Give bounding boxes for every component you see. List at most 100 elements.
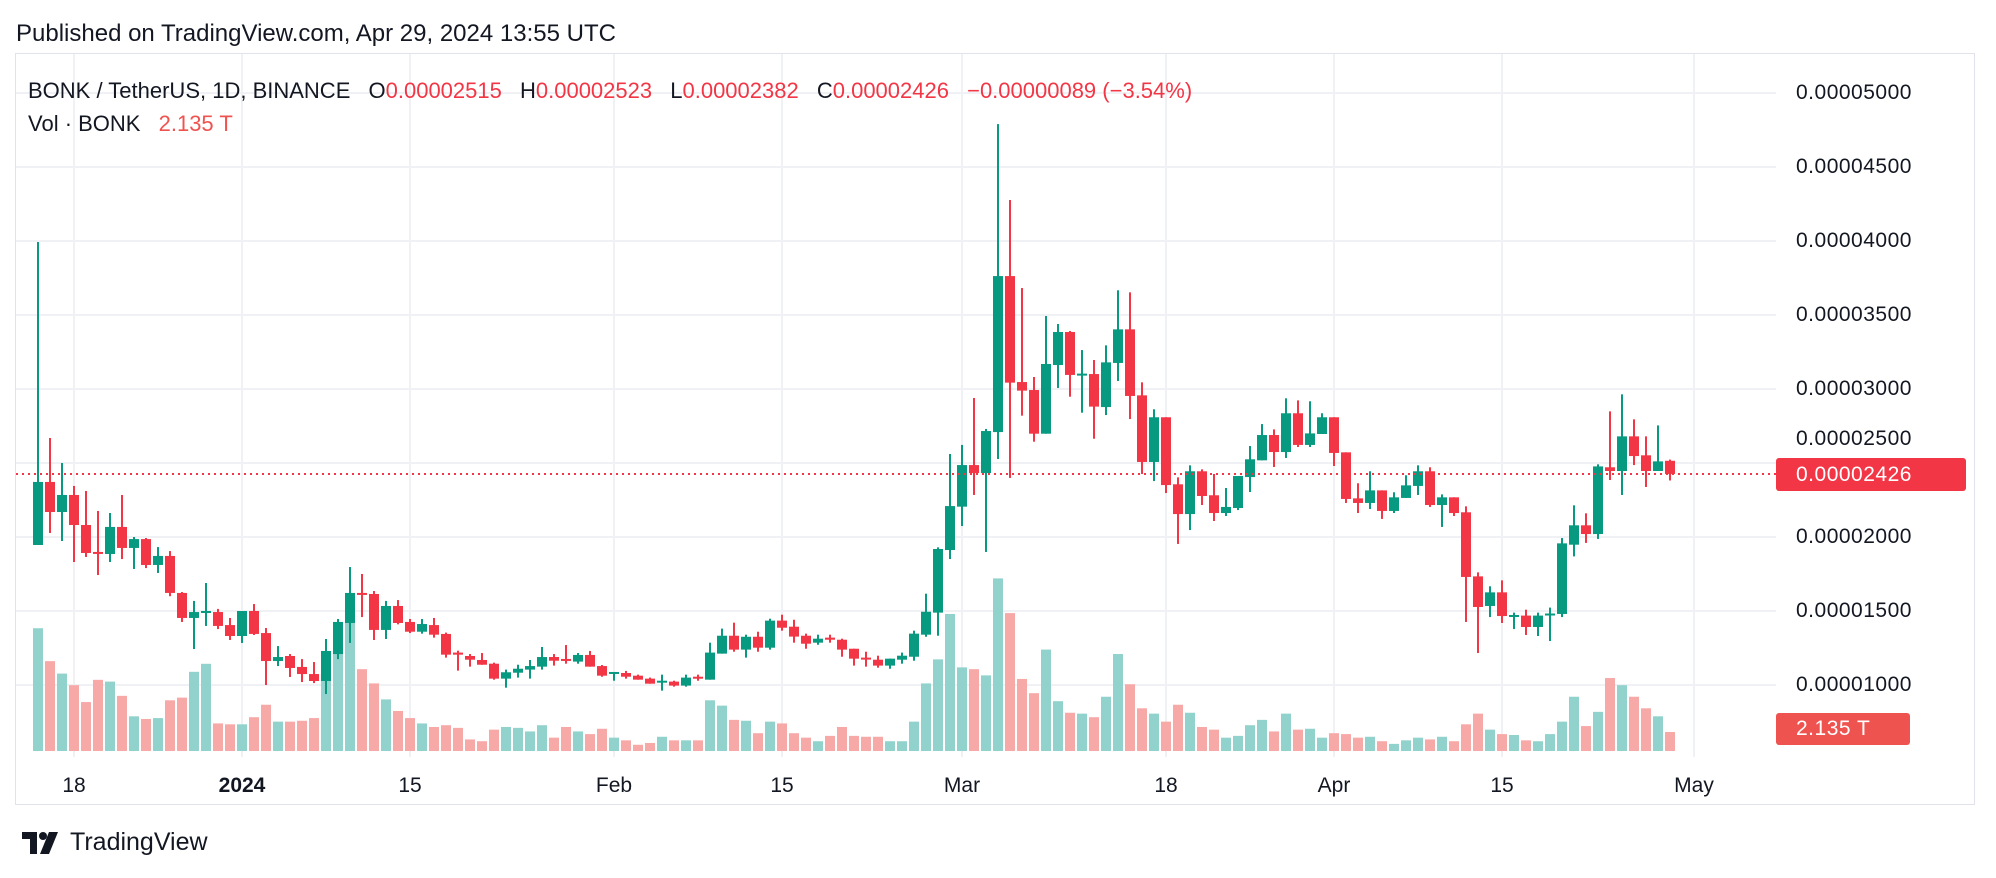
candle-body bbox=[765, 620, 775, 648]
volume-bar bbox=[981, 675, 991, 751]
candle-body bbox=[1377, 490, 1387, 511]
candle-body bbox=[861, 657, 871, 660]
volume-label[interactable]: Vol · BONK bbox=[28, 111, 141, 136]
candle-body bbox=[1437, 497, 1447, 506]
price-tick-label: 0.00003500 bbox=[1796, 303, 1912, 326]
volume-bar bbox=[1629, 696, 1639, 751]
candle-body bbox=[981, 431, 991, 474]
price-tick-label: 0.00003000 bbox=[1796, 377, 1912, 400]
candle-body bbox=[1353, 498, 1363, 503]
volume-bar bbox=[153, 718, 163, 751]
volume-bar bbox=[105, 681, 115, 751]
symbol-title[interactable]: BONK / TetherUS, 1D, BINANCE bbox=[28, 78, 351, 103]
candle-body bbox=[1233, 476, 1243, 508]
volume-bar bbox=[717, 705, 727, 751]
volume-bar bbox=[873, 736, 883, 751]
candle-body bbox=[1605, 467, 1615, 471]
candle-body bbox=[1269, 435, 1279, 453]
candle-body bbox=[1065, 332, 1075, 375]
volume-bar bbox=[1185, 712, 1195, 751]
volume-bar bbox=[1281, 713, 1291, 751]
candle-body bbox=[1281, 413, 1291, 453]
volume-bar bbox=[1485, 729, 1495, 751]
candle-body bbox=[957, 465, 967, 507]
volume-bar bbox=[117, 695, 127, 751]
candle-body bbox=[69, 494, 79, 526]
candle-body bbox=[1245, 459, 1255, 478]
candle-body bbox=[573, 654, 583, 662]
candle-body bbox=[585, 654, 595, 667]
volume-bar bbox=[189, 671, 199, 751]
volume-bar bbox=[1521, 740, 1531, 751]
volume-bar bbox=[465, 739, 475, 751]
volume-bar bbox=[1329, 733, 1339, 751]
candle-wick bbox=[133, 537, 135, 569]
candle-body bbox=[1593, 466, 1603, 535]
volume-bar bbox=[393, 710, 403, 751]
candle-body bbox=[1293, 413, 1303, 445]
candle-body bbox=[1101, 362, 1111, 408]
candle-body bbox=[945, 506, 955, 551]
candle-body bbox=[525, 666, 535, 670]
candle-body bbox=[1617, 436, 1627, 471]
volume-bar bbox=[1497, 734, 1507, 751]
volume-bar bbox=[993, 578, 1003, 751]
candle-body bbox=[933, 548, 943, 613]
candle-body bbox=[1485, 592, 1495, 606]
candle-body bbox=[1341, 452, 1351, 499]
candle-body bbox=[1077, 373, 1087, 376]
volume-bar bbox=[1473, 713, 1483, 751]
low-value: 0.00002382 bbox=[682, 78, 799, 103]
volume-bar bbox=[1665, 732, 1675, 751]
candle-body bbox=[321, 650, 331, 682]
volume-bar bbox=[1449, 741, 1459, 751]
volume-bar bbox=[321, 680, 331, 751]
volume-bar bbox=[1341, 734, 1351, 751]
candle-body bbox=[645, 678, 655, 684]
volume-bar bbox=[417, 723, 427, 751]
candle-body bbox=[1413, 471, 1423, 486]
candle-wick bbox=[1657, 425, 1659, 471]
volume-bar bbox=[1605, 678, 1615, 751]
candle-body bbox=[597, 666, 607, 676]
volume-bar bbox=[1425, 739, 1435, 751]
candle-body bbox=[345, 592, 355, 623]
volume-bar bbox=[1089, 717, 1099, 751]
time-tick-label: 15 bbox=[398, 774, 422, 797]
volume-bar bbox=[1593, 711, 1603, 751]
volume-bar bbox=[1641, 708, 1651, 751]
candle-body bbox=[1137, 395, 1147, 462]
candle-wick bbox=[1513, 612, 1515, 630]
volume-bar bbox=[477, 741, 487, 751]
candle-wick bbox=[37, 242, 39, 545]
price-tick-label: 0.00001500 bbox=[1796, 599, 1912, 622]
volume-bar bbox=[1377, 741, 1387, 751]
volume-bar bbox=[1257, 719, 1267, 751]
volume-bar bbox=[285, 721, 295, 751]
candle-body bbox=[1461, 512, 1471, 577]
volume-bar bbox=[1581, 726, 1591, 751]
volume-bar bbox=[537, 725, 547, 751]
candle-body bbox=[369, 593, 379, 630]
candle-wick bbox=[1357, 483, 1359, 514]
candle-body bbox=[309, 674, 319, 682]
volume-bar bbox=[1101, 696, 1111, 751]
volume-bar bbox=[1461, 724, 1471, 751]
volume-bar bbox=[1053, 701, 1063, 751]
candle-wick bbox=[1081, 350, 1083, 413]
candle-body bbox=[1401, 485, 1411, 498]
volume-bar bbox=[1653, 716, 1663, 751]
candle-body bbox=[477, 659, 487, 665]
close-value: 0.00002426 bbox=[832, 78, 949, 103]
volume-bar bbox=[1509, 734, 1519, 751]
candle-wick bbox=[1477, 572, 1479, 654]
candle-body bbox=[189, 612, 199, 618]
volume-bar bbox=[1077, 713, 1087, 751]
volume-bar bbox=[1041, 649, 1051, 751]
candle-body bbox=[993, 276, 1003, 433]
footer-brand[interactable]: TradingView bbox=[22, 828, 208, 857]
candle-body bbox=[1329, 417, 1339, 453]
candle-body bbox=[333, 621, 343, 655]
candle-body bbox=[213, 612, 223, 626]
